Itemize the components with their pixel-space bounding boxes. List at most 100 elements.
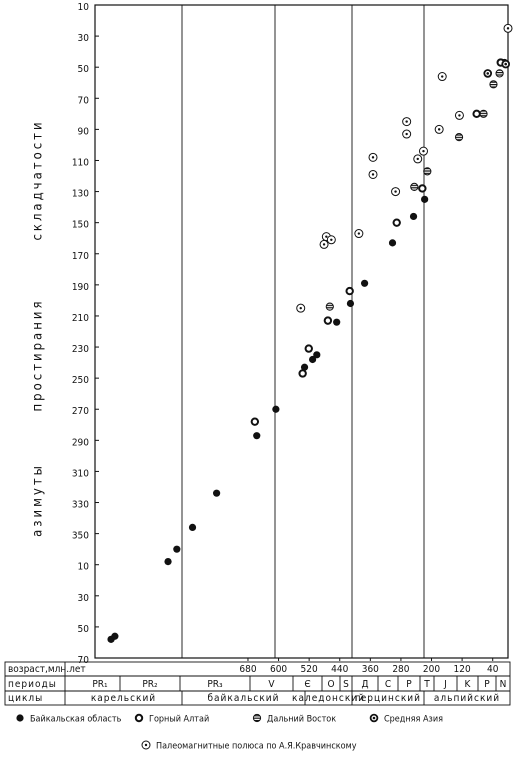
marker xyxy=(495,69,504,78)
marker xyxy=(409,212,418,221)
period-label: P xyxy=(406,679,412,690)
marker xyxy=(173,545,181,553)
y-tick-label: 270 xyxy=(72,406,89,417)
marker xyxy=(437,72,447,82)
y-tick-label: 10 xyxy=(78,2,90,13)
y-axis-label: складчатости xyxy=(31,119,46,240)
marker xyxy=(325,302,334,311)
y-tick-label: 70 xyxy=(78,95,90,106)
cycles-label: циклы xyxy=(8,693,43,704)
y-tick-label: 170 xyxy=(72,251,89,262)
marker xyxy=(213,489,221,497)
marker xyxy=(479,109,488,118)
period-label: Є xyxy=(304,679,310,690)
marker xyxy=(333,318,341,326)
cycle-label: карельский xyxy=(91,693,156,704)
marker xyxy=(454,110,464,120)
x-tick-label: 520 xyxy=(301,664,318,675)
y-tick-label: 50 xyxy=(78,64,90,75)
x-tick-label: 440 xyxy=(331,664,348,675)
marker xyxy=(410,182,419,192)
marker xyxy=(423,167,432,176)
x-tick-label: 280 xyxy=(392,664,409,675)
marker xyxy=(483,69,493,78)
x-tick-label: 600 xyxy=(270,664,287,675)
marker xyxy=(134,713,144,723)
x-tick-label: 40 xyxy=(487,664,499,675)
period-label: Д xyxy=(361,679,368,690)
strat-table xyxy=(4,661,511,706)
period-label: C xyxy=(385,679,391,690)
marker xyxy=(454,133,464,142)
marker xyxy=(418,184,427,193)
x-tick-label: 360 xyxy=(362,664,379,675)
period-label: P xyxy=(484,679,490,690)
period-label: S xyxy=(343,679,349,690)
marker xyxy=(304,344,313,353)
marker xyxy=(501,59,511,69)
marker xyxy=(434,124,444,134)
marker xyxy=(111,632,119,640)
x-tick-label: 200 xyxy=(423,664,440,675)
legend-label: Средняя Азия xyxy=(384,715,443,725)
marker xyxy=(345,286,354,296)
marker xyxy=(272,405,280,413)
period-label: PR₃ xyxy=(207,679,223,690)
marker xyxy=(188,523,197,532)
marker xyxy=(391,187,401,197)
marker xyxy=(402,129,412,139)
cycle-label: альпийский xyxy=(434,693,500,704)
marker xyxy=(313,351,321,359)
y-axis-label: азимуты xyxy=(31,463,46,537)
marker xyxy=(319,239,329,249)
y-tick-label: 30 xyxy=(78,593,90,604)
marker xyxy=(489,80,498,89)
marker xyxy=(250,417,260,426)
marker xyxy=(298,369,307,378)
marker xyxy=(421,195,429,203)
period-label: PR₂ xyxy=(142,679,158,690)
y-tick-label: 210 xyxy=(72,313,89,324)
cycle-label: каледонский xyxy=(292,693,365,704)
period-label: T xyxy=(423,679,430,690)
y-tick-label: 70 xyxy=(78,655,90,666)
x-tick-label: 120 xyxy=(454,664,471,675)
legend-label: Дальний Восток xyxy=(267,715,336,725)
period-label: PR₁ xyxy=(92,679,108,690)
marker xyxy=(252,713,262,723)
y-tick-label: 90 xyxy=(78,126,90,137)
cycle-label: герцинский xyxy=(355,693,421,704)
y-tick-label: 190 xyxy=(72,282,89,293)
period-label: V xyxy=(268,679,275,690)
marker xyxy=(253,432,261,440)
divisions xyxy=(181,5,425,658)
y-axis-label: простирания xyxy=(31,299,46,412)
cycle-label: байкальский xyxy=(208,692,280,704)
marker xyxy=(354,229,364,239)
y-tick-label: 30 xyxy=(78,33,90,44)
marker xyxy=(323,316,333,325)
marker xyxy=(326,235,336,245)
marker xyxy=(472,109,481,119)
marker xyxy=(164,558,172,566)
legend-label: Палеомагнитные полюса по А.Я.Кравчинском… xyxy=(156,742,357,752)
marker xyxy=(296,303,306,313)
legend-label: Горный Алтай xyxy=(149,715,209,725)
y-tick-label: 350 xyxy=(72,531,89,542)
legend-label: Байкальская область xyxy=(30,714,122,725)
y-tick-label: 250 xyxy=(72,375,89,386)
y-tick-label: 230 xyxy=(72,344,89,355)
marker xyxy=(418,146,428,156)
marker xyxy=(388,239,397,247)
marker xyxy=(300,363,309,371)
marker xyxy=(503,23,513,33)
marker xyxy=(392,218,401,227)
x-tick-label: 680 xyxy=(239,664,256,675)
marker xyxy=(360,279,369,287)
marker xyxy=(368,169,378,179)
marker xyxy=(346,299,355,308)
y-tick-label: 150 xyxy=(72,220,89,231)
y-tick-label: 110 xyxy=(72,157,89,168)
marker xyxy=(141,740,151,750)
periods-label: периоды xyxy=(8,679,57,690)
